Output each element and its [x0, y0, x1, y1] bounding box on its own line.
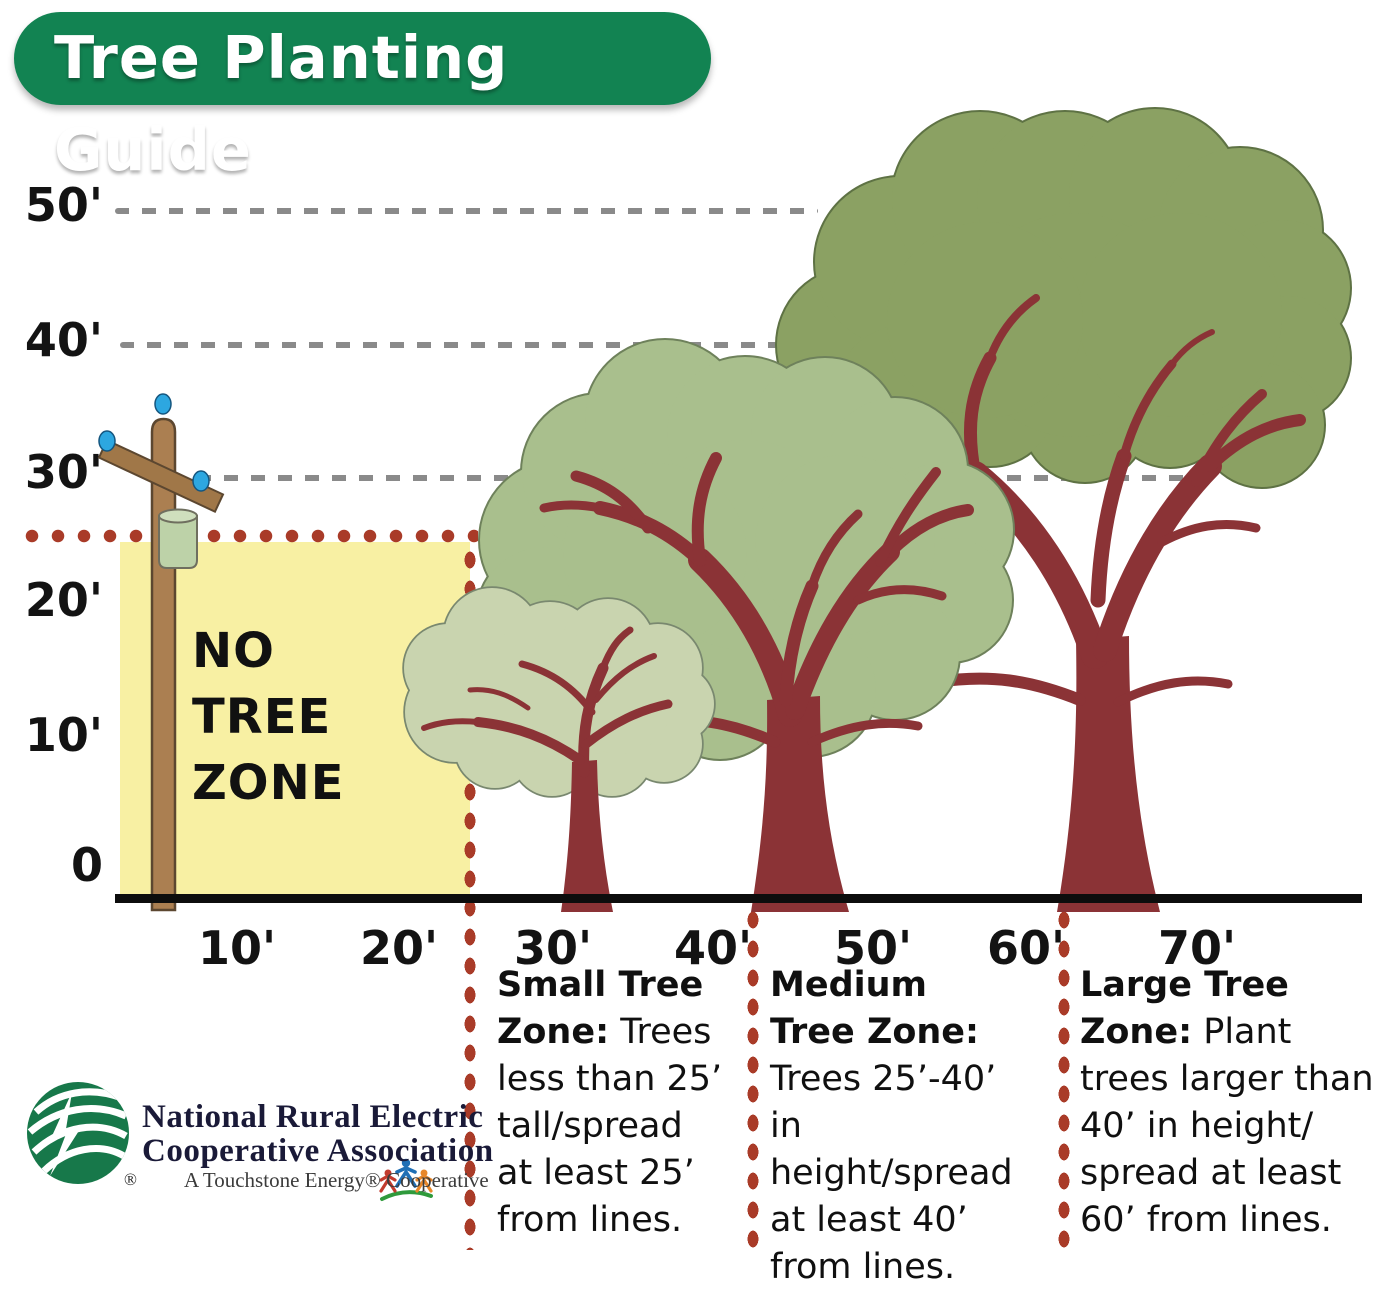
- gridline-40ft: [120, 342, 778, 348]
- x-tick-10: 10': [197, 921, 277, 975]
- medium-tree-zone-text: Medium Tree Zone: Trees 25’-40’ in heigh…: [770, 962, 1022, 1291]
- medium-tree-zone-description: Trees 25’-40’ in height/spread at least …: [770, 1059, 1013, 1287]
- touchstone-emblem: [379, 1158, 433, 1201]
- x-tick-60: 60': [986, 921, 1066, 975]
- large-tree-zone-text: Large Tree Zone: Plant trees larger than…: [1080, 962, 1377, 1244]
- insulator-icon: [154, 393, 172, 415]
- logo-org-line2: Cooperative Association: [142, 1133, 494, 1169]
- figure-red: [379, 1169, 397, 1193]
- x-tick-30: 30': [513, 921, 593, 975]
- small-tree: [402, 586, 716, 912]
- large-tree-zone-description: Plant trees larger than 40’ in height/ s…: [1080, 1012, 1374, 1240]
- figure-blue: [395, 1158, 417, 1188]
- clearance-boundary-top: [25, 529, 478, 543]
- y-tick-10: 10': [24, 708, 103, 762]
- utility-pole: [97, 393, 225, 912]
- nreca-logo-emblem: [27, 1082, 129, 1184]
- title-banner: Tree Planting Guide: [14, 12, 711, 184]
- transformer: [158, 515, 198, 569]
- medium-tree-zone-label: Medium Tree Zone:: [770, 965, 980, 1052]
- small-tree-zone-description: Trees less than 25’ tall/spread at least…: [497, 1012, 723, 1240]
- x-tick-40: 40': [673, 921, 753, 975]
- small-tree-branches: [421, 626, 673, 778]
- zone-divider-65ft: [1057, 908, 1071, 1250]
- zone-divider-45ft: [746, 908, 760, 1250]
- large-tree-zone-label: Large Tree Zone:: [1080, 965, 1289, 1052]
- logo-tagline: A Touchstone Energy® Cooperative: [184, 1168, 489, 1192]
- insulator-icon: [192, 470, 210, 492]
- y-tick-30: 30': [24, 445, 103, 499]
- y-tick-20: 20': [24, 573, 103, 627]
- lightning-icon: [50, 1092, 82, 1176]
- y-tick-40: 40': [24, 313, 103, 367]
- x-tick-20: 20': [359, 921, 439, 975]
- x-tick-70: 70': [1157, 921, 1237, 975]
- x-tick-50: 50': [833, 921, 913, 975]
- insulator-icon: [98, 430, 116, 452]
- no-tree-zone-label: NO TREE ZONE: [192, 623, 345, 811]
- page-title: Tree Planting Guide: [54, 23, 509, 184]
- pole-post: [150, 417, 177, 912]
- ground-axis-line: [115, 894, 1362, 903]
- small-tree-zone-text: Small Tree Zone: Trees less than 25’ tal…: [497, 962, 725, 1244]
- logo-org-line1: National Rural Electric: [142, 1099, 484, 1135]
- registered-trademark-symbol: ®: [124, 1170, 137, 1189]
- y-tick-0: 0: [70, 838, 103, 892]
- figure-orange: [415, 1169, 433, 1193]
- y-tick-50: 50': [24, 178, 103, 232]
- gridline-50ft: [115, 208, 818, 214]
- small-tree-zone-label: Small Tree Zone:: [497, 965, 704, 1052]
- transformer-top: [158, 508, 198, 524]
